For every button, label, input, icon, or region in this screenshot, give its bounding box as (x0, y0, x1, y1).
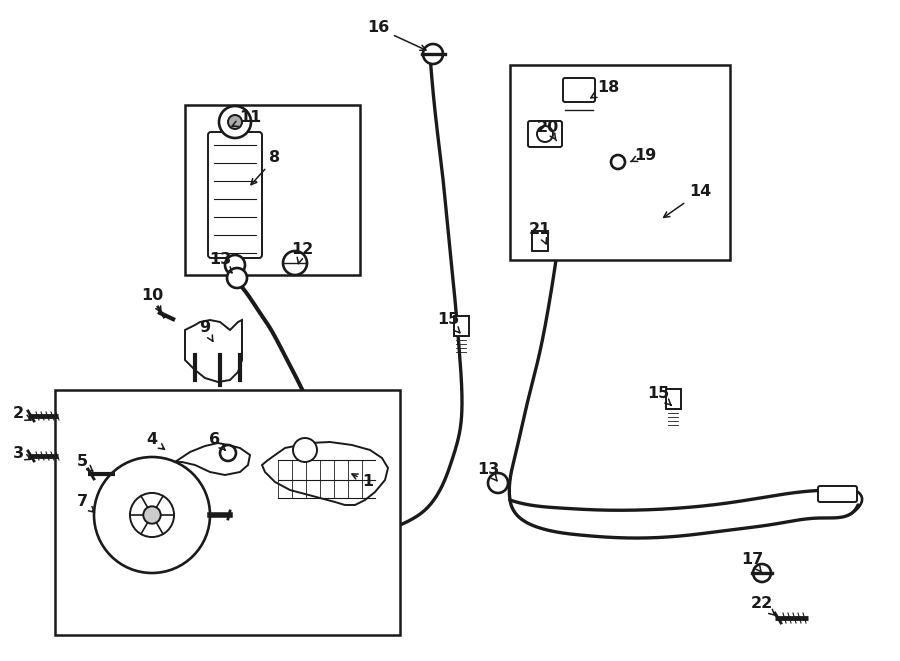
Polygon shape (185, 320, 242, 382)
FancyBboxPatch shape (532, 231, 548, 251)
FancyBboxPatch shape (818, 486, 857, 502)
Circle shape (423, 44, 443, 64)
Text: 8: 8 (251, 151, 281, 184)
Text: 4: 4 (147, 432, 165, 449)
Text: 15: 15 (647, 385, 671, 405)
Text: 7: 7 (76, 494, 94, 512)
Text: 12: 12 (291, 243, 313, 264)
Circle shape (220, 445, 236, 461)
Text: 11: 11 (232, 110, 261, 126)
Circle shape (293, 438, 317, 462)
Text: 19: 19 (631, 147, 656, 163)
FancyBboxPatch shape (208, 132, 262, 258)
Circle shape (537, 126, 553, 142)
FancyBboxPatch shape (454, 316, 469, 336)
Circle shape (227, 268, 247, 288)
Circle shape (225, 255, 245, 275)
Circle shape (130, 493, 174, 537)
Circle shape (611, 155, 625, 169)
Text: 17: 17 (741, 553, 763, 572)
Text: 16: 16 (367, 20, 426, 50)
Bar (229, 119, 241, 135)
Bar (55, 390, 400, 635)
Text: 6: 6 (210, 432, 225, 450)
Circle shape (753, 564, 771, 582)
Circle shape (283, 251, 307, 275)
Bar (510, 65, 730, 260)
Text: 13: 13 (209, 253, 232, 273)
Circle shape (143, 506, 161, 524)
Text: 3: 3 (13, 446, 31, 461)
Text: 13: 13 (477, 463, 500, 481)
Text: 22: 22 (751, 596, 776, 616)
FancyBboxPatch shape (666, 389, 681, 409)
Text: 15: 15 (436, 313, 460, 333)
Text: 14: 14 (663, 184, 711, 217)
Polygon shape (175, 443, 250, 475)
Circle shape (94, 457, 210, 573)
Text: 20: 20 (537, 120, 559, 141)
Circle shape (219, 106, 251, 138)
Circle shape (488, 473, 508, 493)
FancyBboxPatch shape (563, 78, 595, 102)
Text: 2: 2 (13, 407, 31, 422)
Bar (185, 105, 360, 275)
Polygon shape (262, 442, 388, 505)
Text: 9: 9 (200, 321, 212, 341)
Text: 5: 5 (76, 455, 93, 471)
Text: 1: 1 (352, 474, 374, 490)
FancyBboxPatch shape (528, 121, 562, 147)
Text: 18: 18 (590, 81, 619, 98)
Text: 10: 10 (141, 288, 163, 312)
Circle shape (228, 115, 242, 129)
Text: 21: 21 (529, 223, 551, 244)
